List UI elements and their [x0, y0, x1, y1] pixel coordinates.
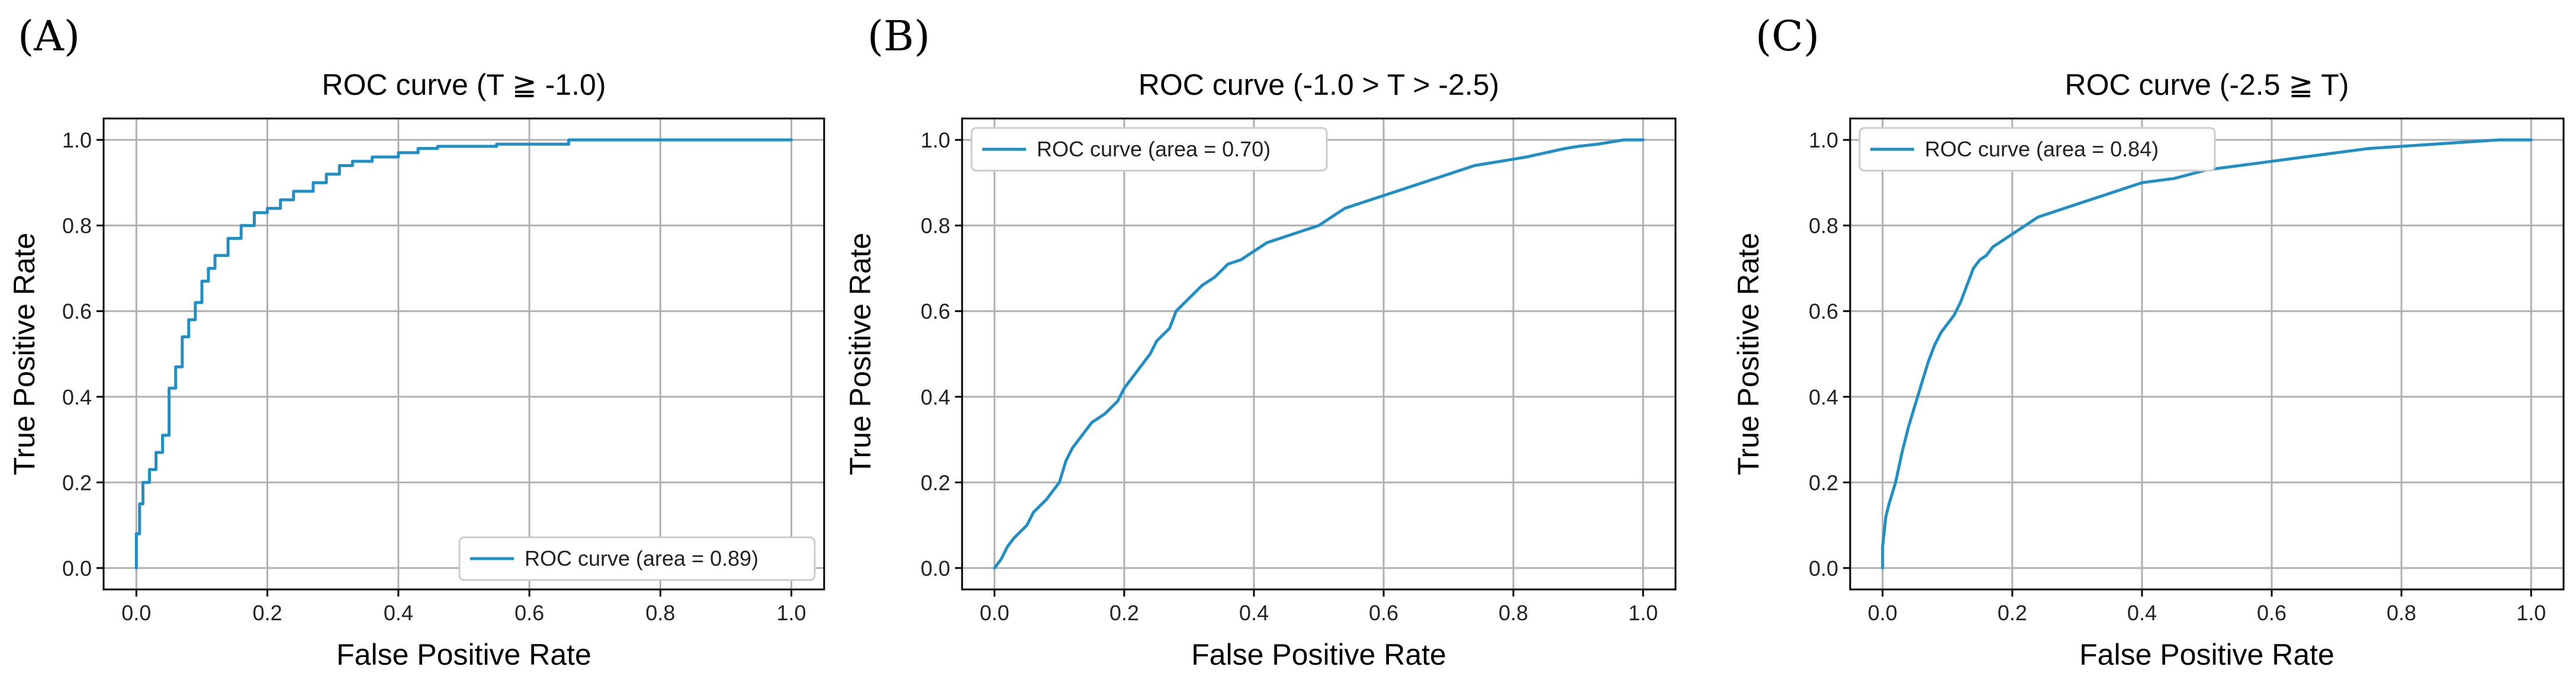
- x-axis-label: False Positive Rate: [2079, 638, 2334, 671]
- panel-letter: (C): [1755, 12, 1819, 60]
- y-tick-label: 0.2: [62, 470, 92, 495]
- y-tick-label: 1.0: [62, 128, 92, 152]
- roc-panel-c: (C) ROC curve (-2.5 ≧ T) 0.0 0.2 0.4 0.6 0.8 1.…: [1732, 12, 2565, 671]
- axes-frame: [1849, 117, 2565, 591]
- panel-letter: (A): [18, 12, 80, 60]
- legend: ROC curve (area = 0.70): [970, 127, 1328, 172]
- x-tick-label: 0.6: [514, 601, 544, 625]
- x-tick-label: 1.0: [2516, 601, 2546, 625]
- x-tick-label: 1.0: [777, 601, 806, 625]
- legend: ROC curve (area = 0.84): [1858, 127, 2216, 172]
- chart-title: ROC curve (-1.0 > T > -2.5): [1139, 68, 1499, 101]
- y-tick-label: 0.8: [62, 214, 92, 238]
- x-tick-label: 0.0: [1868, 601, 1898, 625]
- y-tick-label: 0.4: [62, 385, 92, 409]
- roc-panel-a: (A) ROC curve (T ≧ -1.0) 0.0 0.2 0.4 0.6 0.8 1.…: [8, 12, 825, 671]
- y-tick-label: 0.2: [1809, 470, 1838, 495]
- chart-title: ROC curve (T ≧ -1.0): [322, 68, 606, 101]
- x-tick-label: 0.4: [384, 601, 413, 625]
- x-tick-label: 0.2: [253, 601, 282, 625]
- roc-curve-line: [993, 138, 1645, 570]
- chart-title: ROC curve (-2.5 ≧ T): [2065, 68, 2349, 101]
- x-tick-label: 0.2: [1109, 601, 1139, 625]
- y-axis-label: True Positive Rate: [1732, 233, 1765, 475]
- legend-label: ROC curve (area = 0.89): [525, 546, 758, 570]
- legend-label: ROC curve (area = 0.84): [1925, 137, 2159, 161]
- y-tick-label: 0.8: [921, 214, 950, 238]
- y-tick-label: 0.2: [921, 470, 950, 495]
- y-tick-label: 0.6: [1809, 299, 1838, 323]
- y-tick-label: 0.4: [921, 385, 950, 409]
- x-tick-label: 0.4: [1239, 601, 1269, 625]
- x-tick-label: 0.8: [645, 601, 675, 625]
- legend-label: ROC curve (area = 0.70): [1037, 137, 1271, 161]
- y-tick-label: 0.6: [921, 299, 950, 323]
- y-tick-label: 0.6: [62, 299, 92, 323]
- y-axis-label: True Positive Rate: [8, 233, 41, 475]
- x-tick-label: 0.6: [2257, 601, 2286, 625]
- y-tick-label: 0.0: [921, 556, 950, 581]
- y-tick-label: 0.0: [1809, 556, 1838, 581]
- x-tick-label: 0.0: [980, 601, 1009, 625]
- legend-box: [970, 127, 1328, 172]
- legend-box: [1858, 127, 2216, 172]
- y-axis-label: True Positive Rate: [844, 233, 877, 475]
- y-tick-label: 0.0: [62, 556, 92, 581]
- x-tick-label: 0.0: [121, 601, 151, 625]
- roc-curve-line: [1881, 138, 2533, 570]
- legend-box: [458, 536, 816, 581]
- x-axis-label: False Positive Rate: [1191, 638, 1446, 671]
- legend: ROC curve (area = 0.89): [458, 536, 816, 581]
- x-tick-label: 1.0: [1628, 601, 1658, 625]
- x-tick-label: 0.4: [2127, 601, 2157, 625]
- x-axis-label: False Positive Rate: [336, 638, 591, 671]
- x-tick-label: 0.6: [1369, 601, 1398, 625]
- y-tick-label: 1.0: [921, 128, 950, 152]
- y-tick-label: 0.8: [1809, 214, 1838, 238]
- roc-curve-line: [134, 138, 793, 570]
- y-tick-label: 0.4: [1809, 385, 1838, 409]
- y-tick-label: 1.0: [1809, 128, 1838, 152]
- panel-letter: (B): [867, 12, 930, 60]
- axes-frame: [102, 117, 825, 591]
- x-tick-label: 0.8: [1498, 601, 1528, 625]
- x-tick-label: 0.2: [1998, 601, 2027, 625]
- axes-frame: [961, 117, 1677, 591]
- roc-panel-b: (B) ROC curve (-1.0 > T > -2.5) 0.0 0.2 0.4 0…: [844, 12, 1677, 671]
- x-tick-label: 0.8: [2387, 601, 2416, 625]
